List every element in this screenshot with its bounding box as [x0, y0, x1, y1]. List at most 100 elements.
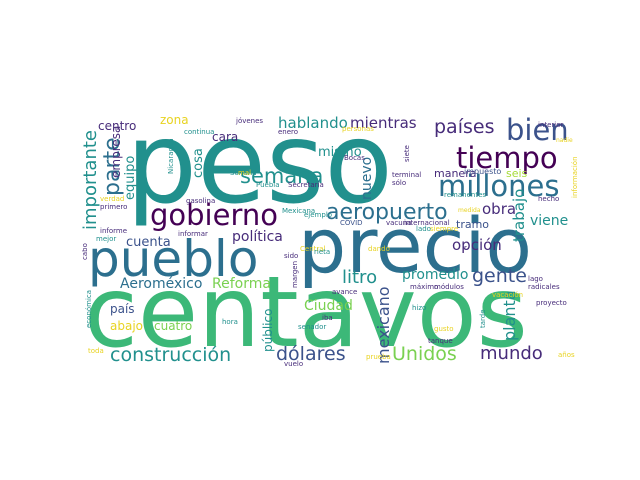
word: rieta	[314, 248, 331, 256]
word: centavos	[84, 256, 528, 368]
word: manera	[434, 167, 477, 180]
word: primero	[100, 203, 128, 211]
word: lado	[416, 225, 431, 233]
word: COVID	[340, 219, 363, 227]
word: semana	[240, 164, 324, 188]
word: centro	[98, 119, 137, 133]
word: hablando	[278, 114, 348, 132]
word: Mexicana	[282, 207, 316, 215]
word: toda	[88, 347, 104, 355]
word: nuevo	[359, 156, 375, 200]
word: gobierno	[150, 198, 278, 232]
word: abajo	[110, 319, 143, 333]
word: bien	[506, 113, 569, 147]
word: Ciudad	[304, 298, 353, 314]
word: mejor	[96, 235, 117, 243]
word: equipo	[123, 155, 138, 200]
word: vacuna	[386, 219, 412, 227]
word: siempre	[430, 225, 459, 233]
word: siete	[403, 145, 411, 162]
word: tarde	[479, 309, 487, 328]
word: ejemplo	[304, 211, 333, 219]
word: económica	[85, 289, 93, 328]
word: sólo	[392, 179, 407, 187]
word: millones	[438, 169, 560, 203]
word: terminal	[392, 171, 422, 179]
word: mientras	[350, 114, 417, 132]
word: interior	[538, 121, 564, 129]
word: internacional	[404, 219, 450, 227]
word: Puebla	[256, 181, 280, 189]
word: países	[434, 116, 495, 138]
word: módulos	[434, 283, 464, 291]
word: aeropuerto	[326, 200, 448, 225]
word: senador	[298, 323, 327, 331]
word: ir	[462, 244, 467, 252]
word: Central	[300, 245, 326, 253]
word: sido	[284, 252, 299, 260]
word: verdad	[100, 195, 125, 203]
word: Unidos	[392, 343, 457, 365]
word: continua	[184, 128, 215, 136]
word: gusto	[434, 325, 454, 333]
word: construcción	[110, 344, 232, 366]
word: importante	[82, 129, 101, 230]
word: prueba	[366, 353, 391, 361]
word: país	[110, 302, 135, 316]
word: Bocas	[344, 154, 365, 162]
word: tiempo	[456, 141, 558, 175]
word: pueblo	[88, 230, 259, 288]
word: hecho	[538, 195, 560, 203]
word: informar	[178, 230, 208, 238]
word: cara	[212, 130, 239, 144]
word: vacación	[492, 291, 524, 299]
word: tramo	[456, 218, 490, 231]
word: zona	[160, 113, 189, 127]
word-cloud: peso centavos precio pueblo gobierno mil…	[82, 112, 580, 368]
word: opción	[452, 236, 502, 254]
word: Reforma	[212, 276, 271, 292]
word: años	[558, 351, 575, 359]
word: política	[232, 229, 283, 245]
word: seis	[506, 167, 528, 180]
word: gente	[472, 265, 527, 287]
word: cabo	[82, 243, 89, 260]
word: impuesto	[464, 167, 502, 176]
word: remanentes	[444, 191, 487, 199]
word: nadie	[556, 137, 573, 144]
word: peso	[126, 112, 393, 229]
word: jóvenes	[236, 117, 264, 125]
word: hizo	[412, 304, 427, 312]
word: Nicaragua	[167, 138, 175, 174]
word: Secretaría	[288, 181, 324, 189]
word: cosa	[191, 148, 206, 178]
word: precio	[298, 201, 532, 290]
word: medida	[458, 207, 481, 214]
word: obra	[482, 200, 517, 218]
word: informe	[100, 227, 128, 235]
word: mundo	[480, 343, 543, 364]
word: viene	[530, 213, 569, 229]
word: gasolina	[186, 197, 216, 205]
word: proyecto	[536, 299, 567, 307]
word: Aeroméxico	[120, 276, 203, 292]
word: mal	[238, 169, 252, 177]
word: Soriana	[230, 169, 257, 177]
word: litro	[342, 267, 378, 288]
word: margen	[291, 260, 299, 288]
word: promedio	[402, 267, 469, 283]
word: personas	[342, 125, 374, 133]
word: hora	[222, 318, 238, 326]
word: información	[571, 156, 579, 198]
word: vuelo	[284, 360, 304, 368]
word: lago	[528, 275, 543, 283]
word: enero	[278, 128, 299, 136]
word: cuenta	[126, 235, 171, 250]
word: empresa	[109, 125, 123, 178]
word: mismo	[318, 145, 362, 160]
word: público	[261, 308, 275, 352]
word: dando	[368, 245, 390, 253]
word: radicales	[528, 283, 560, 291]
word: cuatro	[154, 319, 193, 333]
word: iba	[322, 314, 333, 322]
